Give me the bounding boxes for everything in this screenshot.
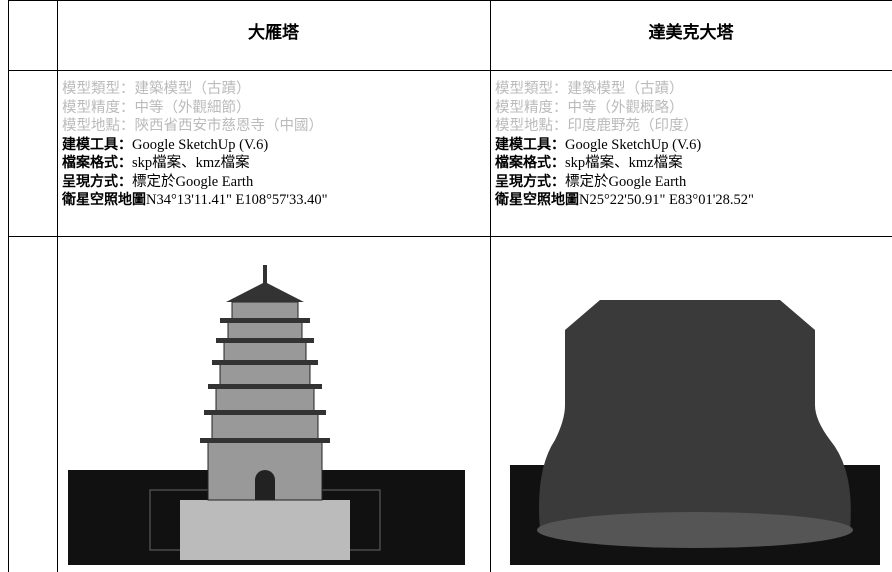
spec-value: N34°13'11.41" E108°57'33.40" bbox=[146, 192, 328, 208]
spec-value: Google SketchUp (V.6) bbox=[132, 136, 269, 153]
spec-label: 模型精度： bbox=[62, 99, 135, 116]
spec-line: 建模工具：Google SketchUp (V.6) bbox=[62, 136, 328, 155]
spec-line: 模型地點：陝西省西安市慈恩寺（中國） bbox=[62, 117, 328, 136]
eaves bbox=[200, 282, 330, 443]
border bbox=[8, 236, 892, 237]
spec-line: 模型地點：印度鹿野苑（印度） bbox=[495, 117, 754, 136]
pagoda-image bbox=[68, 265, 465, 565]
spec-line: 檔案格式：skp檔案、kmz檔案 bbox=[62, 154, 328, 173]
spec-value: 中等（外觀概略） bbox=[567, 99, 684, 116]
spec-line: 模型精度：中等（外觀細節） bbox=[62, 99, 328, 118]
spec-line: 呈現方式：標定於Google Earth bbox=[62, 173, 328, 192]
spec-label: 檔案格式： bbox=[495, 155, 565, 171]
spec-label: 模型地點： bbox=[62, 118, 135, 134]
border bbox=[8, 0, 892, 1]
spec-label: 檔案格式： bbox=[62, 155, 132, 171]
plinth bbox=[180, 500, 350, 560]
spec-value: 中等（外觀細節） bbox=[134, 99, 251, 116]
spec-line: 模型類型：建築模型（古蹟） bbox=[62, 80, 328, 99]
spec-label: 衛星空照地圖 bbox=[62, 192, 146, 208]
spec-value: 建築模型（古蹟） bbox=[567, 81, 684, 97]
column-header: 達美克大塔 bbox=[648, 23, 734, 43]
border bbox=[8, 70, 892, 71]
stupa-foot bbox=[537, 512, 853, 548]
spec-value: 陝西省西安市慈恩寺（中國） bbox=[134, 118, 324, 134]
column-header: 大雁塔 bbox=[248, 23, 299, 43]
spec-line: 呈現方式：標定於Google Earth bbox=[495, 173, 754, 192]
spec-value: skp檔案、kmz檔案 bbox=[565, 155, 683, 171]
stupa bbox=[539, 300, 851, 530]
spec-label: 模型地點： bbox=[495, 118, 568, 134]
spec-text: 模型類型：建築模型（古蹟） 模型精度：中等（外觀概略） 模型地點：印度鹿野苑（印度）… bbox=[495, 80, 754, 210]
spec-value: 標定於Google Earth bbox=[132, 173, 254, 190]
spec-label: 模型類型： bbox=[495, 81, 568, 97]
spec-label: 呈現方式： bbox=[62, 173, 132, 190]
border bbox=[8, 0, 9, 572]
stupa-image bbox=[510, 300, 880, 565]
spec-label: 建模工具： bbox=[62, 136, 132, 153]
spec-label: 模型精度： bbox=[495, 99, 568, 116]
spec-value: 印度鹿野苑（印度） bbox=[567, 118, 699, 134]
spec-line: 建模工具：Google SketchUp (V.6) bbox=[495, 136, 754, 155]
spire bbox=[263, 265, 267, 285]
spec-line: 模型精度：中等（外觀概略） bbox=[495, 99, 754, 118]
spec-value: Google SketchUp (V.6) bbox=[565, 136, 702, 153]
spec-label: 模型類型： bbox=[62, 81, 135, 97]
spec-value: 標定於Google Earth bbox=[565, 173, 687, 190]
spec-line: 衛星空照地圖N25°22'50.91" E83°01'28.52" bbox=[495, 191, 754, 210]
border bbox=[57, 0, 58, 572]
spec-line: 衛星空照地圖N34°13'11.41" E108°57'33.40" bbox=[62, 191, 328, 210]
border bbox=[490, 0, 491, 572]
spec-label: 呈現方式： bbox=[495, 173, 565, 190]
spec-line: 檔案格式：skp檔案、kmz檔案 bbox=[495, 154, 754, 173]
spec-value: 建築模型（古蹟） bbox=[134, 81, 251, 97]
spec-value: N25°22'50.91" E83°01'28.52" bbox=[579, 192, 754, 208]
spec-value: skp檔案、kmz檔案 bbox=[132, 155, 250, 171]
spec-text: 模型類型：建築模型（古蹟） 模型精度：中等（外觀細節） 模型地點：陝西省西安市慈恩寺… bbox=[62, 80, 328, 210]
spec-label: 衛星空照地圖 bbox=[495, 192, 579, 208]
door bbox=[255, 470, 275, 500]
spec-label: 建模工具： bbox=[495, 136, 565, 153]
spec-line: 模型類型：建築模型（古蹟） bbox=[495, 80, 754, 99]
